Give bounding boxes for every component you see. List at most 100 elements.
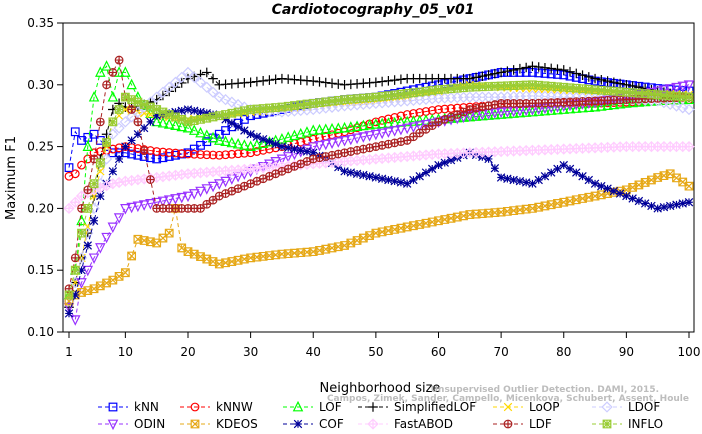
data-point xyxy=(502,107,513,119)
data-point xyxy=(282,131,294,142)
data-point xyxy=(64,290,74,300)
data-point xyxy=(546,168,556,177)
data-point xyxy=(70,265,80,275)
data-point xyxy=(152,105,162,114)
data-point xyxy=(677,102,689,114)
data-point xyxy=(213,91,225,103)
data-point xyxy=(146,102,155,112)
data-point xyxy=(395,124,407,136)
data-point xyxy=(177,149,187,158)
data-point xyxy=(176,168,188,181)
data-point xyxy=(389,75,400,85)
data-point xyxy=(390,113,400,122)
data-point xyxy=(528,179,537,188)
data-point xyxy=(395,116,407,127)
data-point xyxy=(96,191,105,201)
y-tick-label: 0.30 xyxy=(27,78,54,92)
data-point xyxy=(240,182,249,190)
data-point xyxy=(169,76,182,88)
data-point xyxy=(302,99,312,109)
series-kdeos xyxy=(64,169,694,306)
data-point xyxy=(301,126,313,137)
data-point xyxy=(447,113,455,121)
data-point xyxy=(170,119,181,130)
data-point xyxy=(277,102,287,112)
data-point xyxy=(151,197,162,209)
x-tick-label: 10 xyxy=(118,345,133,359)
data-point xyxy=(246,148,256,158)
data-point xyxy=(327,78,337,89)
data-point xyxy=(672,200,681,209)
data-point xyxy=(308,76,319,86)
data-point xyxy=(182,121,194,133)
legend-label: LoOP xyxy=(529,400,560,414)
data-point xyxy=(114,154,124,164)
data-point xyxy=(245,77,256,88)
data-point xyxy=(77,136,86,145)
data-point xyxy=(309,148,318,158)
data-point xyxy=(307,124,319,135)
data-point xyxy=(88,91,100,102)
data-point xyxy=(77,228,86,238)
data-point xyxy=(133,97,143,107)
data-point xyxy=(578,172,587,181)
data-point xyxy=(208,112,218,122)
data-point xyxy=(415,129,424,137)
series-inflo xyxy=(64,80,694,300)
data-point xyxy=(201,184,213,195)
data-point xyxy=(258,134,268,144)
data-point xyxy=(239,139,250,150)
data-point xyxy=(126,202,137,214)
data-point xyxy=(434,160,443,170)
data-point xyxy=(145,199,156,210)
legend-item-ldof: LDOF xyxy=(592,400,660,414)
legend-swatch-marker xyxy=(190,419,200,429)
data-point xyxy=(107,91,119,102)
legend-label: SimplifiedLOF xyxy=(394,400,476,414)
data-point xyxy=(132,106,144,118)
data-point xyxy=(565,66,575,77)
data-point xyxy=(515,176,525,186)
data-point xyxy=(597,181,606,191)
legend-item-inflo: INFLO xyxy=(592,417,663,431)
legend-label: kNNW xyxy=(216,400,253,414)
data-point xyxy=(258,76,268,86)
data-point xyxy=(188,124,200,135)
data-point xyxy=(183,105,193,114)
data-point xyxy=(484,154,493,164)
data-point xyxy=(158,153,168,163)
data-point xyxy=(383,127,394,138)
data-point xyxy=(427,86,437,95)
data-point xyxy=(552,103,563,115)
data-point xyxy=(321,97,331,107)
data-point xyxy=(228,187,236,195)
legend-label: LDOF xyxy=(628,400,660,414)
data-point xyxy=(602,76,613,86)
data-point xyxy=(146,117,155,127)
data-point xyxy=(289,129,300,141)
data-point xyxy=(208,73,218,84)
data-point xyxy=(314,140,325,152)
data-point xyxy=(164,228,174,238)
legend-label: COF xyxy=(319,417,344,431)
data-point xyxy=(628,194,637,203)
data-point xyxy=(171,107,180,117)
data-point xyxy=(194,76,207,88)
data-point xyxy=(296,160,305,168)
data-point xyxy=(71,290,80,300)
legend-label: kNN xyxy=(134,400,159,414)
data-point xyxy=(202,150,212,160)
data-point xyxy=(359,170,368,180)
data-point xyxy=(428,121,437,130)
data-point xyxy=(520,106,532,117)
data-point xyxy=(164,148,174,157)
data-point xyxy=(440,115,449,124)
data-point xyxy=(596,100,607,111)
data-point xyxy=(125,174,138,187)
data-point xyxy=(678,199,687,208)
data-point xyxy=(125,111,138,123)
legend-label: ODIN xyxy=(134,417,165,431)
data-point xyxy=(409,88,418,98)
data-point xyxy=(314,77,325,87)
data-point xyxy=(146,175,155,184)
